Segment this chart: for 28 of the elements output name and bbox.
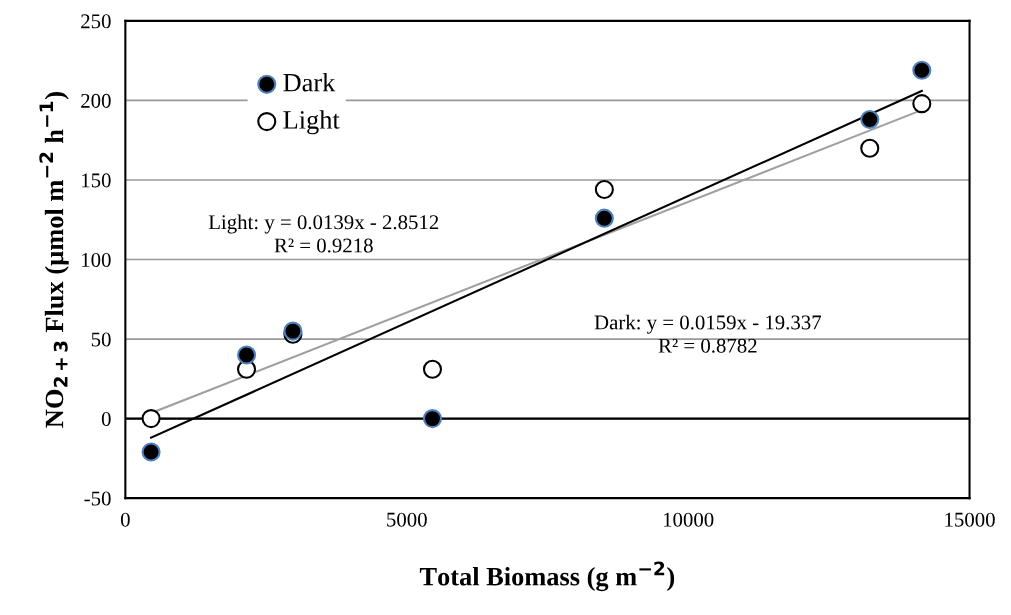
- y-tick-label: 0: [101, 411, 111, 427]
- y-tick-label: 50: [91, 332, 111, 347]
- y-tick-label: 100: [82, 252, 111, 267]
- legend-label: Light: [283, 110, 340, 135]
- point: [141, 409, 161, 429]
- annotation: Light: y = 0.0139x - 2.8512 R² = 0.9218: [208, 214, 439, 253]
- y-tick-label: 200: [81, 93, 111, 108]
- point: [236, 345, 257, 365]
- point: [141, 442, 161, 462]
- annotation: Dark: y = 0.0159x - 19.337 R² = 0.8782: [594, 314, 822, 353]
- x-tick-label: 10000: [663, 512, 714, 527]
- x-axis-title: Total Biomass (g m$^{−2}$): [419, 561, 675, 592]
- point: [912, 60, 932, 80]
- x-tick-label: 15000: [945, 512, 995, 527]
- point: [594, 208, 614, 228]
- y-tick-label: 150: [82, 173, 111, 188]
- point: [860, 138, 880, 158]
- point: [912, 94, 932, 114]
- point: [860, 109, 880, 130]
- y-tick-label: 250: [81, 14, 111, 29]
- y-tick-label: -50: [84, 491, 111, 506]
- x-tick-label: 5000: [387, 512, 427, 527]
- x-tick-label: 0: [120, 512, 130, 527]
- y-axis-title: NO$_{2+3}$ Flux (µmol m$^{−2}$ h$^{−1}$): [39, 92, 69, 428]
- legend-label: Dark: [283, 72, 336, 92]
- point: [422, 359, 443, 379]
- point: [594, 179, 614, 200]
- point: [422, 409, 443, 429]
